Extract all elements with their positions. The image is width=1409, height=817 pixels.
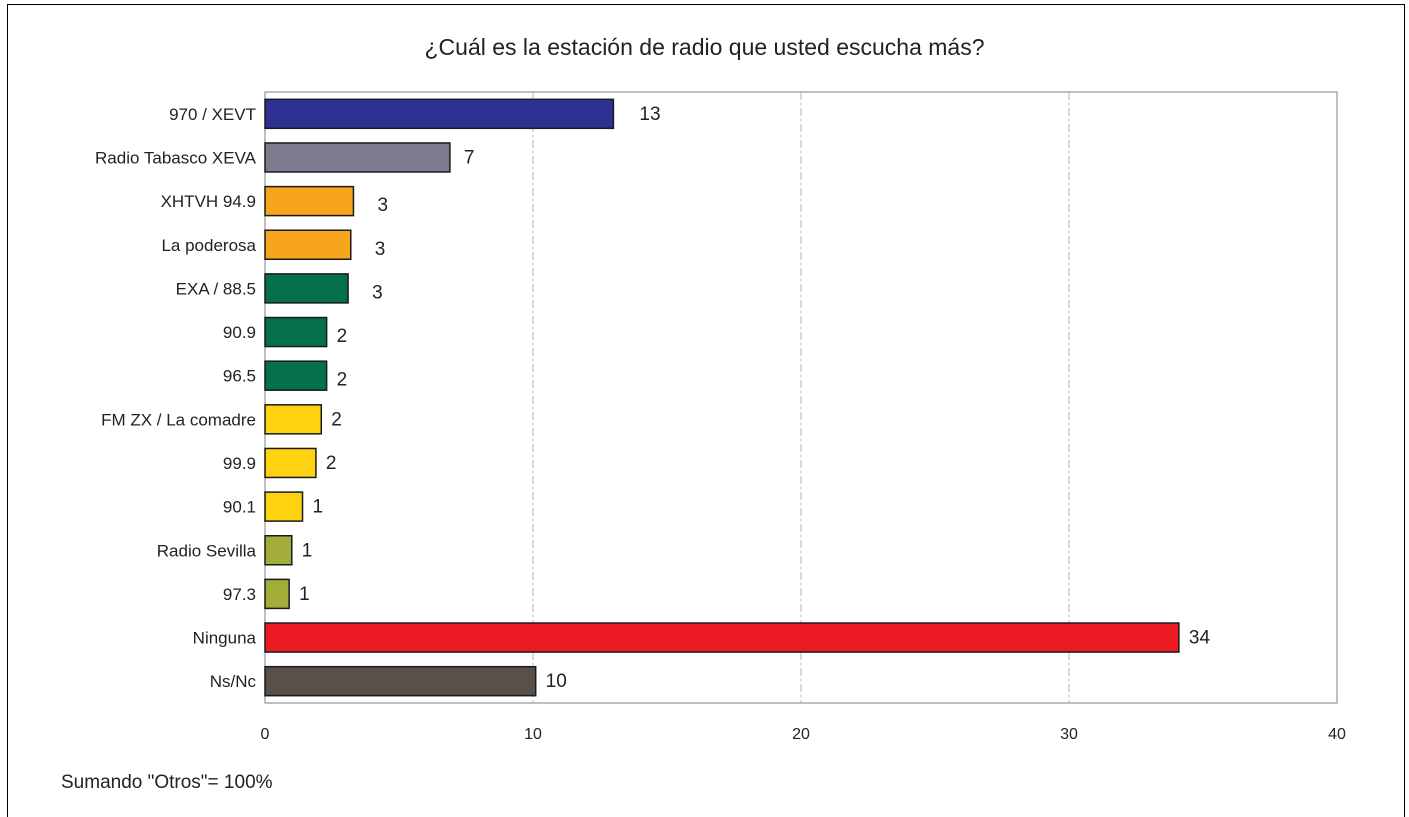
category-label: 99.9 bbox=[223, 454, 256, 473]
category-label: 970 / XEVT bbox=[169, 105, 256, 124]
bar bbox=[264, 535, 293, 566]
footnote: Sumando "Otros"= 100% bbox=[61, 772, 273, 793]
data-label: 10 bbox=[546, 671, 567, 692]
x-tick-labels: 0 10 20 30 40 bbox=[261, 726, 1346, 743]
x-tick-label: 30 bbox=[1060, 726, 1078, 743]
bar bbox=[264, 578, 290, 610]
data-label: 2 bbox=[337, 326, 348, 347]
gridlines bbox=[532, 92, 1070, 703]
data-label: 13 bbox=[639, 104, 660, 125]
data-label: 2 bbox=[326, 453, 337, 474]
bar bbox=[264, 273, 349, 304]
bar bbox=[264, 404, 323, 435]
bar bbox=[264, 360, 328, 391]
category-label: La poderosa bbox=[161, 236, 256, 255]
bar bbox=[264, 98, 615, 130]
bar bbox=[264, 316, 328, 348]
data-label: 3 bbox=[375, 239, 386, 260]
bar bbox=[264, 491, 304, 522]
x-tick-label: 20 bbox=[792, 726, 810, 743]
category-label: 90.9 bbox=[223, 323, 256, 342]
bar bbox=[264, 622, 1180, 653]
data-label: 3 bbox=[377, 195, 388, 216]
category-labels: 970 / XEVT Radio Tabasco XEVA XHTVH 94.9 La… bbox=[95, 105, 257, 691]
bars bbox=[264, 98, 1180, 697]
category-label: 90.1 bbox=[223, 498, 256, 517]
category-label: EXA / 88.5 bbox=[176, 279, 256, 298]
data-label: 1 bbox=[313, 497, 324, 518]
chart-title: ¿Cuál es la estación de radio que usted … bbox=[424, 34, 985, 60]
category-label: Radio Tabasco XEVA bbox=[95, 148, 257, 167]
bar bbox=[264, 229, 352, 260]
data-label: 34 bbox=[1189, 628, 1211, 649]
chart-frame bbox=[7, 4, 1405, 817]
category-label: Ns/Nc bbox=[210, 672, 257, 691]
x-tick-label: 0 bbox=[261, 726, 270, 743]
bar bbox=[264, 142, 451, 173]
data-label: 2 bbox=[337, 370, 348, 391]
category-label: FM ZX / La comadre bbox=[101, 410, 256, 429]
category-label: 96.5 bbox=[223, 367, 256, 386]
category-label: XHTVH 94.9 bbox=[161, 192, 256, 211]
category-label: Radio Sevilla bbox=[157, 541, 257, 560]
data-label: 7 bbox=[464, 147, 475, 168]
data-label: 2 bbox=[331, 409, 342, 430]
data-label: 1 bbox=[299, 584, 310, 605]
category-label: 97.3 bbox=[223, 585, 256, 604]
data-labels: 13 7 3 3 3 2 2 2 2 1 1 1 34 10 bbox=[299, 104, 1210, 692]
data-label: 3 bbox=[372, 282, 383, 303]
bar bbox=[264, 665, 537, 697]
category-label: Ninguna bbox=[193, 629, 257, 648]
data-label: 1 bbox=[302, 540, 313, 561]
bar bbox=[264, 447, 317, 479]
x-tick-label: 40 bbox=[1328, 726, 1346, 743]
bar bbox=[264, 185, 355, 217]
x-tick-label: 10 bbox=[524, 726, 542, 743]
